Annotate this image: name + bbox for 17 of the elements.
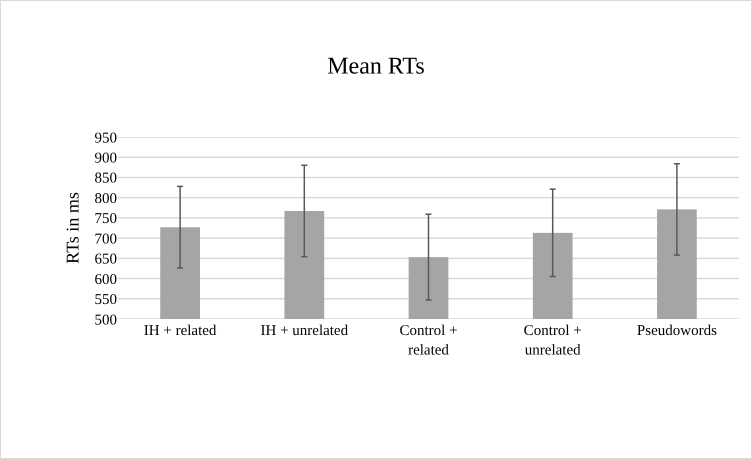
y-tick-label: 850: [94, 170, 117, 187]
x-tick-label: Control + related: [399, 323, 458, 358]
x-tick-label: Pseudowords: [636, 323, 718, 339]
x-tick-label: Control + unrelated: [524, 323, 582, 358]
y-axis-title: RTs in ms: [62, 192, 83, 264]
y-tick-label: 750: [94, 211, 117, 228]
y-tick-label: 900: [94, 150, 117, 166]
y-tick-label: 950: [94, 130, 117, 146]
y-tick-label: 550: [94, 292, 117, 308]
y-tick-label: 500: [94, 312, 117, 328]
y-tick-label: 800: [94, 190, 117, 207]
y-tick-label: 650: [94, 252, 117, 268]
y-tick-label: 700: [94, 231, 117, 248]
x-tick-label: IH + unrelated: [260, 323, 349, 339]
y-tick-label: 600: [94, 272, 117, 288]
x-tick-label: IH + related: [144, 323, 217, 339]
chart-title: Mean RTs: [327, 53, 425, 80]
